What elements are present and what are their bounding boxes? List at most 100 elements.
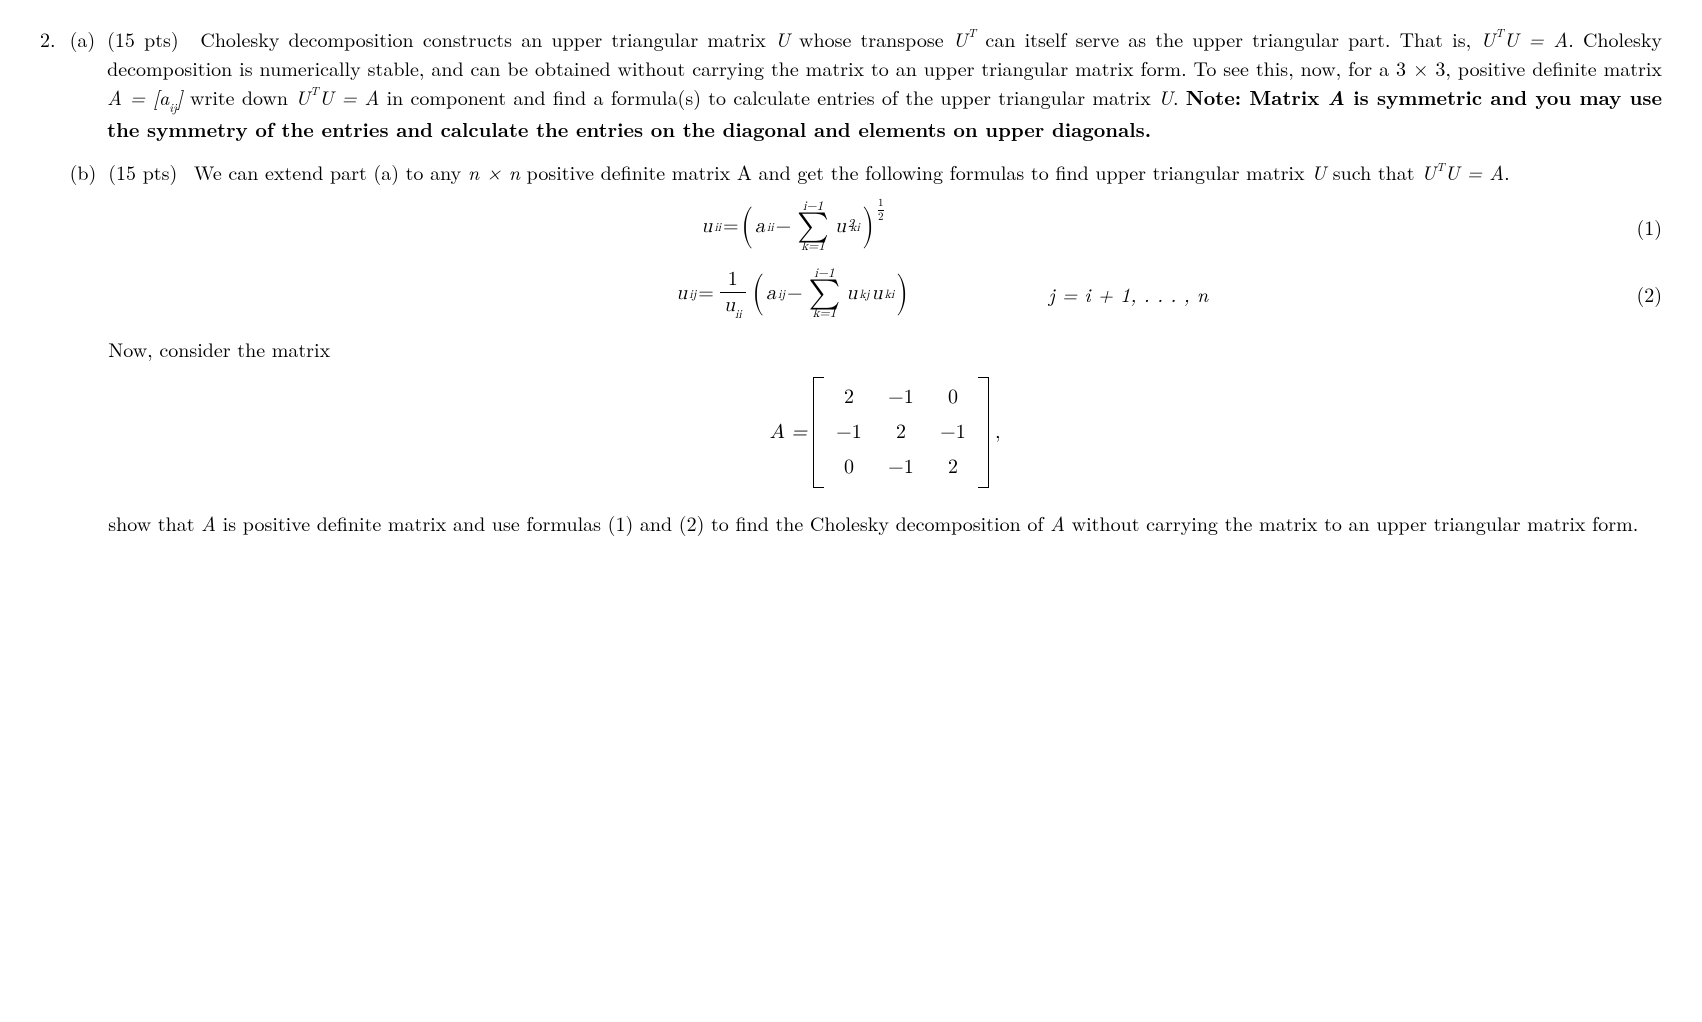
pts: (15 pts) <box>107 24 179 53</box>
t: . <box>1173 82 1186 111</box>
t: such that <box>1326 157 1421 186</box>
t: in component and find a formula(s) to ca… <box>379 82 1158 111</box>
problem-number: 2. <box>40 24 56 53</box>
m10: −1 <box>836 418 862 447</box>
exp-half: 1 2 <box>878 198 884 223</box>
problem-2: 2. (a) (15 pts) Cholesky decomposition c… <box>40 24 1662 551</box>
eq: U <box>1421 157 1436 186</box>
equation-2: uij = 1 uii ( aij − i−1 ∑ k=1 <box>108 267 1662 320</box>
eq2-tag: (2) <box>1616 279 1662 308</box>
eq2-cond: j = i + 1, . . . , n <box>909 279 1617 308</box>
a-sub: ij <box>778 287 785 304</box>
matrix-tail: , <box>995 418 1001 447</box>
frac: 1 uii <box>720 269 746 320</box>
eq: = <box>698 279 714 308</box>
uki: u <box>871 279 882 308</box>
m00: 2 <box>836 383 862 412</box>
paren-r-icon: ) <box>896 276 908 312</box>
paren-l-icon: ( <box>752 276 764 312</box>
t: can itself serve as the upper triangular… <box>976 24 1480 53</box>
U: U <box>775 24 790 53</box>
A: A <box>201 508 216 537</box>
t: We can extend part (a) to any <box>194 157 468 186</box>
part-a-text: (15 pts) Cholesky decomposition construc… <box>107 24 1662 143</box>
UT-sup: T <box>968 24 977 41</box>
u: u <box>676 279 687 308</box>
Aeq-sub: ij <box>169 99 176 116</box>
Aeq: A = [a <box>107 82 169 111</box>
A2: A <box>1050 508 1065 537</box>
t: is positive definite matrix and use form… <box>216 508 1050 537</box>
sigma-icon: ∑ <box>797 213 829 240</box>
m20: 0 <box>836 453 862 482</box>
eq: = <box>723 212 739 241</box>
exp-den: 2 <box>878 210 884 223</box>
eqB-tail: U = A <box>319 82 380 111</box>
eqB-sup: T <box>310 82 319 99</box>
sum-bot: k=1 <box>801 240 824 253</box>
sum-icon: i−1 ∑ k=1 <box>809 267 841 320</box>
t: whose transpose <box>790 24 953 53</box>
uki: u <box>835 212 846 241</box>
u: u <box>701 212 712 241</box>
noteA: A <box>1328 83 1345 112</box>
sigma-icon: ∑ <box>809 280 841 307</box>
eq1-tag: (1) <box>1616 212 1662 241</box>
sum-icon: i−1 ∑ k=1 <box>797 200 829 253</box>
problem-parts: (a) (15 pts) Cholesky decomposition cons… <box>70 24 1662 551</box>
a-sub: ii <box>767 220 774 237</box>
m11: 2 <box>888 418 914 447</box>
eqA-tail: U = A <box>1504 24 1568 53</box>
den-u: u <box>724 295 735 315</box>
frac-num: 1 <box>724 269 742 292</box>
eqA-sup: T <box>1495 24 1504 41</box>
u-sub: ij <box>689 287 696 304</box>
UT: U <box>953 24 968 53</box>
t: Cholesky decomposition constructs an upp… <box>200 24 775 53</box>
t: positive definite matrix A and get the f… <box>520 157 1311 186</box>
eq-tail: U = A <box>1445 157 1504 186</box>
eq2-math: uij = 1 uii ( aij − i−1 ∑ k=1 <box>676 267 908 320</box>
frac-den: uii <box>720 292 746 320</box>
a: a <box>755 212 765 241</box>
m12: −1 <box>940 418 966 447</box>
paren-r-icon: ) <box>862 209 874 245</box>
m21: −1 <box>888 453 914 482</box>
pts: (15 pts) <box>108 157 177 186</box>
eq1-math: uii = ( aii − i−1 ∑ k=1 u2ki ) <box>701 200 883 253</box>
eq-sup: T <box>1436 158 1445 175</box>
matrix-body: 2 −1 0 −1 2 −1 0 −1 2 <box>824 377 978 488</box>
m22: 2 <box>940 453 966 482</box>
t: show that <box>108 508 201 537</box>
den-sub: ii <box>735 309 742 321</box>
uki-sub: ki <box>885 287 895 304</box>
equation-1: uii = ( aii − i−1 ∑ k=1 u2ki ) <box>108 200 1662 253</box>
part-b-text: (15 pts) We can extend part (a) to any n… <box>108 157 1662 537</box>
part-b-label: (b) <box>70 157 97 186</box>
ukj-sub: kj <box>859 287 869 304</box>
u-sub: ii <box>714 220 721 237</box>
U2: U <box>1158 82 1173 111</box>
U: U <box>1311 157 1326 186</box>
nn: n × n <box>468 157 520 186</box>
part-a-label: (a) <box>70 24 96 53</box>
a: a <box>766 279 776 308</box>
show-text: show that A is positive definite matrix … <box>108 508 1662 537</box>
part-a: (a) (15 pts) Cholesky decomposition cons… <box>70 24 1662 143</box>
t: without carrying the matrix to an upper … <box>1065 508 1638 537</box>
matrix-A: A = 2 −1 0 −1 2 −1 0 −1 <box>108 371 1662 494</box>
A-eq: A = <box>770 418 807 447</box>
eqB: U <box>295 82 310 111</box>
m02: 0 <box>940 383 966 412</box>
minus: − <box>787 279 803 308</box>
part-b: (b) (15 pts) We can extend part (a) to a… <box>70 157 1662 537</box>
bracket-right-icon <box>978 377 989 488</box>
exp-num: 1 <box>878 198 884 210</box>
ukj: u <box>846 279 857 308</box>
t: . <box>1504 157 1510 186</box>
matrix-bracket: 2 −1 0 −1 2 −1 0 −1 2 <box>813 377 989 488</box>
paren-l-icon: ( <box>741 209 753 245</box>
m01: −1 <box>888 383 914 412</box>
eqA: U <box>1480 24 1495 53</box>
sum-bot: k=1 <box>813 307 836 320</box>
